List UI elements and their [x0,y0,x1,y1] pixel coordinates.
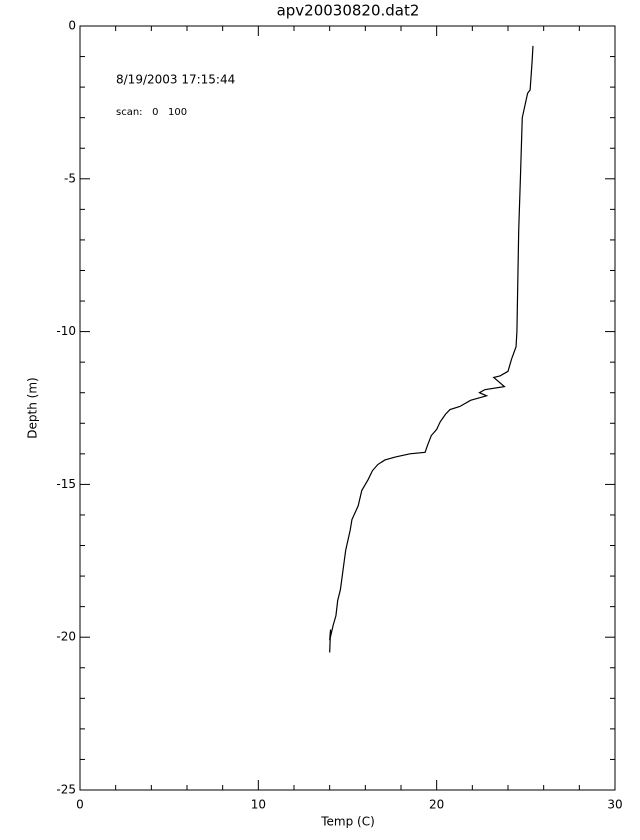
y-tick-label: -15 [56,477,76,491]
x-axis-label: Temp (C) [320,815,375,829]
y-axis-label: Depth (m) [26,377,40,438]
x-tick-label: 30 [607,798,622,812]
x-tick-label: 20 [429,798,444,812]
y-tick-label: -20 [56,630,76,644]
chart-title: apv20030820.dat2 [277,2,420,20]
y-tick-label: -25 [56,783,76,797]
scan-note: scan: 0 100 [116,107,187,118]
x-tick-label: 10 [251,798,266,812]
x-tick-label: 0 [76,798,84,812]
plot-frame [79,25,616,791]
timestamp: 8/19/2003 17:15:44 [116,73,235,87]
y-tick-label: -10 [56,324,76,338]
y-tick-label: 0 [68,19,76,33]
profile-line [329,45,534,653]
y-tick-label: -5 [64,171,76,185]
